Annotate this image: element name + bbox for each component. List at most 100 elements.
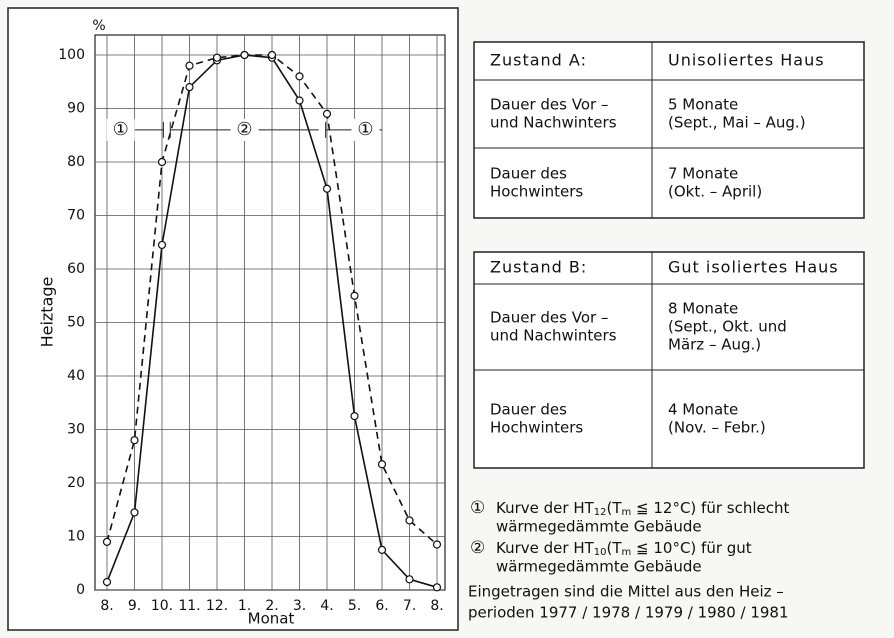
data-point	[405, 516, 414, 525]
table-cell: (Nov. – Febr.)	[668, 419, 766, 437]
period-label: ①	[357, 119, 373, 140]
table-cell: Hochwinters	[490, 419, 583, 437]
note-text: Kurve der HT12(Tm ≦ 12°C) für schlecht	[496, 499, 789, 519]
x-tick-label: 5.	[348, 598, 361, 614]
table-cell: und Nachwinters	[490, 327, 617, 345]
data-point	[102, 537, 112, 546]
x-tick-label: 8.	[100, 598, 113, 614]
table-cell: Dauer des	[490, 401, 567, 419]
period-label-bg	[230, 118, 259, 141]
data-point	[377, 460, 387, 469]
data-point	[157, 240, 167, 250]
data-point	[157, 157, 167, 167]
table-cell: März – Aug.)	[668, 336, 761, 354]
table-cell: und Nachwinters	[490, 114, 617, 132]
y-tick-label: 50	[67, 315, 85, 331]
data-point	[185, 82, 194, 92]
y-tick-label: 60	[67, 261, 85, 277]
y-tick-label: 80	[67, 154, 85, 170]
footer-text: Eingetragen sind die Mittel aus den Heiz…	[468, 583, 784, 601]
y-tick-label: 70	[67, 208, 85, 224]
table-cell: Dauer des Vor –	[490, 96, 608, 114]
data-point	[322, 184, 332, 193]
y-unit: %	[92, 18, 105, 34]
note-part: ≦ 12°C) für schlecht	[631, 499, 789, 517]
note-part: 10	[594, 547, 607, 558]
data-point	[322, 109, 332, 118]
x-tick-label: 11.	[178, 598, 200, 614]
data-point	[295, 96, 304, 105]
x-tick-label: 4.	[320, 598, 333, 614]
note-part: (T	[607, 539, 623, 557]
data-point	[102, 577, 112, 587]
x-tick-label: 7.	[403, 598, 416, 614]
data-point	[212, 53, 222, 62]
data-point	[350, 412, 359, 421]
table-cell: (Sept., Mai – Aug.)	[668, 114, 806, 132]
x-tick-label: 6.	[375, 598, 388, 614]
period-label: ①	[113, 119, 129, 140]
footer-text: perioden 1977 / 1978 / 1979 / 1980 / 198…	[468, 604, 789, 622]
table-cell: 4 Monate	[668, 401, 738, 419]
period-label-bg	[351, 118, 380, 141]
table-cell: Hochwinters	[490, 183, 583, 201]
x-tick-label: 3.	[293, 598, 306, 614]
x-axis-label: Monat	[248, 610, 295, 628]
table-cell: 7 Monate	[668, 165, 738, 183]
data-point	[130, 508, 139, 517]
table-frame	[473, 251, 865, 469]
x-tick-label: 1.	[238, 598, 251, 614]
table-frame	[473, 41, 865, 219]
period-label: ②	[236, 119, 252, 140]
x-tick-label: 8.	[430, 598, 443, 614]
x-tick-label: 12.	[206, 598, 228, 614]
note-part: 12	[594, 507, 607, 518]
note-text: wärmegedämmte Gebäude	[496, 558, 702, 576]
table-cell: 8 Monate	[668, 300, 738, 318]
note-marker: ②	[470, 538, 485, 558]
x-tick-label: 9.	[128, 598, 141, 614]
data-point	[185, 61, 194, 70]
y-tick-label: 10	[67, 529, 85, 545]
y-tick-label: 20	[67, 475, 85, 491]
data-point	[267, 50, 277, 60]
data-point	[377, 545, 387, 554]
data-point	[350, 291, 359, 300]
y-tick-label: 90	[67, 101, 85, 117]
y-tick-label: 100	[58, 47, 85, 63]
x-tick-label: 10.	[151, 598, 173, 614]
note-text: wärmegedämmte Gebäude	[496, 518, 702, 536]
table-cell: 5 Monate	[668, 96, 738, 114]
data-point	[130, 436, 139, 445]
table-header: Unisoliertes Haus	[668, 51, 825, 70]
y-axis-label: Heiztage	[38, 277, 57, 348]
x-tick-label: 2.	[265, 598, 278, 614]
table-cell: Dauer des Vor –	[490, 309, 608, 327]
note-part: m	[622, 507, 632, 518]
note-part: (T	[607, 499, 623, 517]
table-header: Zustand A:	[490, 51, 587, 70]
table-header: Zustand B:	[490, 258, 587, 277]
y-tick-label: 40	[67, 368, 85, 384]
period-label-bg	[106, 118, 135, 141]
table-header: Gut isoliertes Haus	[668, 258, 839, 277]
data-point	[405, 575, 414, 584]
note-part: ≦ 10°C) für gut	[631, 539, 752, 557]
note-marker: ①	[470, 498, 485, 518]
chart-frame	[7, 7, 459, 631]
data-point	[240, 50, 249, 60]
data-point	[432, 540, 442, 549]
note-text: Kurve der HT10(Tm ≦ 10°C) für gut	[496, 539, 752, 559]
table-cell: (Sept., Okt. und	[668, 318, 787, 336]
note-part: m	[622, 547, 632, 558]
table-cell: Dauer des	[490, 165, 567, 183]
table-cell: (Okt. – April)	[668, 183, 762, 201]
y-tick-label: 0	[76, 582, 85, 598]
data-point	[432, 583, 442, 592]
note-part: Kurve der HT	[496, 539, 595, 557]
data-point	[295, 72, 304, 81]
y-tick-label: 30	[67, 422, 85, 438]
note-part: Kurve der HT	[496, 499, 595, 517]
